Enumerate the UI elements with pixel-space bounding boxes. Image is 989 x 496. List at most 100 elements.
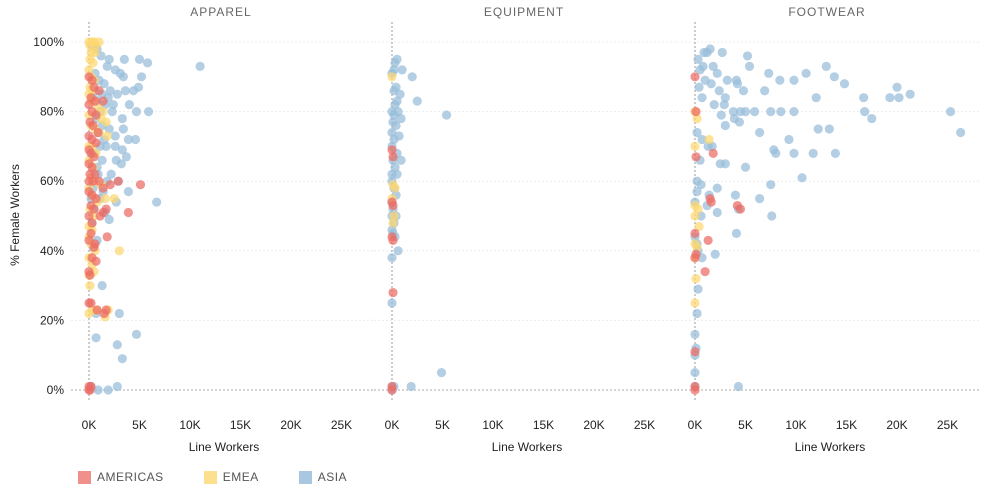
data-point-asia [393,246,403,256]
data-point-asia [738,86,749,96]
data-point-asia [728,107,738,117]
legend-label-asia: ASIA [317,470,348,484]
data-point-emea [387,72,397,82]
data-point-americas [86,228,96,238]
data-point-asia [719,100,729,110]
panel-title: FOOTWEAR [788,5,865,19]
data-point-americas [101,305,111,315]
data-point-asia [755,127,765,138]
x-tick-label: 0K [82,418,97,432]
data-point-asia [110,131,120,141]
data-point-asia [708,61,718,71]
y-tick-label: 80% [40,105,64,119]
data-point-asia [397,65,407,75]
data-point-asia [789,107,799,117]
y-tick-label: 20% [40,313,64,327]
data-point-asia [136,72,147,82]
data-point-asia [101,141,111,151]
data-point-asia [860,107,870,117]
data-point-asia [714,86,724,96]
data-point-asia [105,86,115,96]
data-point-asia [720,93,730,103]
y-tick-label: 60% [40,174,64,188]
data-point-emea [704,134,714,145]
data-point-asia [731,228,742,238]
data-point-asia [396,155,406,165]
data-point-asia [387,127,397,138]
data-point-asia [441,110,452,120]
data-point-asia [123,134,133,145]
data-point-asia [905,89,915,99]
data-point-asia [733,381,744,392]
data-point-emea [101,117,111,127]
legend-item-emea[interactable]: EMEA [203,470,259,484]
y-tick-label: 100% [33,35,64,49]
data-point-asia [390,58,400,68]
data-point-asia [706,79,716,89]
x-tick-label: 10K [482,418,503,432]
data-point-asia [734,117,745,127]
data-point-americas [387,145,397,155]
data-point-americas [708,148,718,158]
x-tick-label: 0K [385,418,400,432]
x-tick-label: 15K [533,418,554,432]
data-point-americas [98,96,108,106]
data-point-asia [103,385,113,395]
legend-item-asia[interactable]: ASIA [298,470,348,484]
data-point-asia [392,169,402,179]
data-point-asia [813,124,823,134]
data-point-asia [716,110,726,120]
data-point-americas [93,127,103,138]
data-point-asia [824,124,834,134]
data-point-asia [91,333,101,343]
data-point-emea [94,37,104,47]
data-point-asia [712,183,722,193]
data-point-asia [114,308,124,319]
data-point-asia [696,180,706,190]
x-tick-label: 15K [836,418,857,432]
data-point-americas [87,75,97,85]
data-point-emea [90,47,100,58]
data-point-emea [88,58,98,68]
data-point-asia [801,68,811,78]
x-tick-label: 15K [230,418,251,432]
data-point-asia [956,127,966,138]
data-point-asia [697,93,707,103]
data-point-asia [112,381,122,392]
data-point-asia [97,281,107,291]
data-point-asia [123,187,133,197]
data-point-asia [722,75,732,85]
panel-title: APPAREL [190,5,251,19]
data-point-americas [88,120,98,131]
data-point-asia [707,141,717,151]
data-point-asia [124,100,134,110]
data-point-asia [712,207,722,218]
data-point-asia [766,180,776,190]
data-point-americas [89,152,99,162]
data-point-asia [389,110,399,120]
data-point-americas [388,287,398,298]
legend-item-americas[interactable]: AMERICAS [78,470,164,484]
data-point-asia [697,134,707,145]
data-point-emea [690,141,700,151]
data-point-asia [742,51,753,61]
x-tick-label: 25K [634,418,655,432]
data-point-americas [84,100,94,110]
data-point-asia [108,100,118,110]
data-point-emea [109,194,119,204]
data-point-asia [945,107,956,117]
data-point-asia [797,173,807,183]
data-point-asia [117,113,127,124]
legend-swatch-emea [203,470,217,484]
x-tick-label: 20K [280,418,301,432]
data-point-asia [730,190,741,200]
data-point-asia [811,93,821,103]
data-point-emea [690,298,700,308]
data-point-asia [389,134,399,145]
data-point-emea [100,194,110,204]
data-point-asia [760,86,770,96]
legend: AMERICAS EMEA ASIA [78,470,387,484]
data-point-asia [710,249,720,259]
data-point-americas [691,107,701,117]
data-point-asia [102,61,112,71]
